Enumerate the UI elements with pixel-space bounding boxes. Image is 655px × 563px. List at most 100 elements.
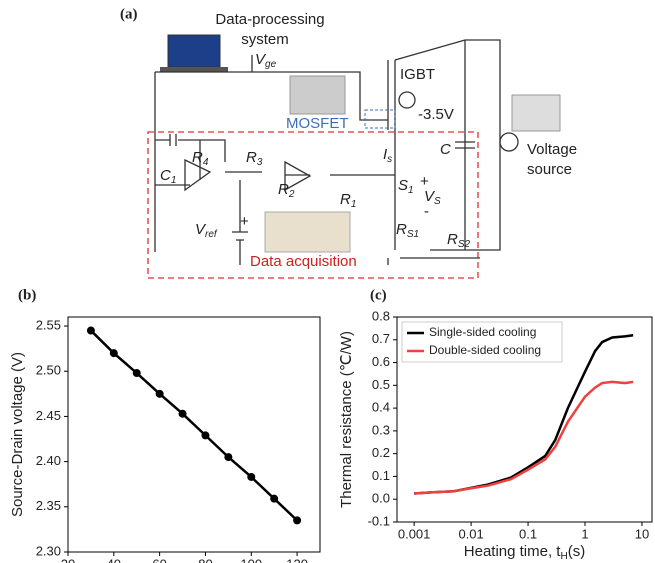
- r2-label-main: R: [278, 181, 289, 198]
- y-tick-label: 0.4: [372, 400, 390, 415]
- data-line: [414, 380, 634, 495]
- panel-label: (a): [120, 6, 138, 22]
- marker: [155, 389, 164, 398]
- laptop-base: [160, 67, 228, 72]
- x-tick-label: 0.1: [519, 526, 537, 541]
- s1-label-sub: 1: [408, 185, 414, 196]
- c1-label: C1: [160, 167, 176, 186]
- y-tick-label: 2.55: [36, 317, 61, 332]
- y-tick-label: 2.50: [36, 363, 61, 378]
- marker: [293, 516, 302, 525]
- x-tick-label: 20: [61, 556, 75, 563]
- source-label: Voltage: [527, 141, 577, 158]
- x-tick-label: 60: [152, 556, 166, 563]
- x-tick-label: 120: [286, 556, 308, 563]
- source: [499, 132, 519, 152]
- vs-label-main: V: [424, 188, 436, 205]
- y-axis-label: Thermal resistance (℃/W): [338, 331, 355, 508]
- marker: [201, 431, 210, 440]
- y-tick-label: 0.3: [372, 422, 390, 437]
- r3-label-main: R: [246, 149, 257, 166]
- vref-label-sub: ref: [205, 229, 218, 240]
- vge-label-main: V: [255, 51, 267, 68]
- marker: [132, 369, 141, 378]
- plus: +: [240, 213, 249, 230]
- circuit: (a) Data-processing system IGBT -3.5V MO…: [120, 6, 577, 279]
- gate-voltage: -3.5V: [418, 106, 454, 123]
- y-axis-label: Source-Drain voltage (V): [9, 352, 26, 517]
- igbt-photo: [289, 75, 346, 115]
- y-tick-label: 0.1: [372, 468, 390, 483]
- r4-label-main: R: [192, 149, 203, 166]
- is-label-main: I: [383, 146, 387, 163]
- is-label: Is: [383, 146, 392, 165]
- marker: [247, 472, 256, 481]
- daq-label: Data acquisition: [250, 253, 357, 270]
- r1-label: R1: [340, 191, 356, 210]
- vs-label: VS: [424, 188, 441, 207]
- r1-label-sub: 1: [351, 199, 357, 210]
- rs1-label-sub: S1: [407, 229, 419, 240]
- x-tick-label: 80: [198, 556, 212, 563]
- x-axis-label-sub: H: [560, 551, 567, 562]
- x-axis-label-main: Heating time, t: [464, 543, 562, 560]
- y-tick-label: 0.0: [372, 491, 390, 506]
- rs2-label: RS2: [447, 231, 471, 250]
- is-label-sub: s: [387, 154, 392, 165]
- wire: [387, 39, 501, 265]
- rs1-label: RS1: [396, 221, 419, 240]
- x-tick-label: 0.01: [458, 526, 483, 541]
- acquisition-box: [147, 131, 479, 279]
- vref-label-main: V: [195, 221, 207, 238]
- panel-label: (c): [370, 287, 387, 303]
- x-tick-label: 100: [240, 556, 262, 563]
- marker: [270, 494, 279, 503]
- system-label: system: [241, 31, 289, 48]
- y-tick-label: 0.5: [372, 377, 390, 392]
- panel-label: (b): [18, 287, 36, 303]
- capacitor: [169, 134, 475, 149]
- s1-label-main: S: [398, 177, 408, 194]
- r2-label: R2: [278, 181, 295, 200]
- supply-photo: [511, 94, 561, 132]
- r4-label-sub: 4: [203, 157, 209, 168]
- marker: [224, 453, 233, 462]
- c-label: C: [440, 141, 451, 158]
- legend-label: Double-sided cooling: [429, 343, 541, 357]
- legend-label: Single-sided cooling: [429, 325, 536, 339]
- r4-label: R4: [192, 149, 209, 168]
- plot-frame: [396, 316, 653, 523]
- vge-label-sub: ge: [265, 59, 277, 70]
- wire: [155, 139, 395, 186]
- opamp: [184, 158, 312, 192]
- vs-label-sub: S: [434, 196, 441, 207]
- y-tick-label: 2.45: [36, 408, 61, 423]
- y-tick-label: 0.6: [372, 354, 390, 369]
- plot-frame: [67, 316, 321, 553]
- mosfet-box: [364, 109, 396, 129]
- x-tick-label: 40: [107, 556, 121, 563]
- y-tick-label: 2.35: [36, 498, 61, 513]
- r3-label: R3: [246, 149, 263, 168]
- y-tick-label: -0.1: [368, 513, 390, 528]
- y-tick-label: 0.8: [372, 308, 390, 323]
- x-tick-label: 10: [635, 526, 649, 541]
- x-axis-label: Heating time, tH(s): [464, 543, 585, 562]
- wire: [154, 55, 388, 252]
- igbt-label: IGBT: [400, 66, 435, 83]
- marker: [178, 409, 187, 418]
- battery: [232, 180, 248, 265]
- legend-box: [401, 321, 563, 363]
- vref-label: Vref: [195, 221, 218, 240]
- r1-label-main: R: [340, 191, 351, 208]
- x-axis-label-end: (s): [568, 543, 586, 560]
- y-tick-label: 0.7: [372, 331, 390, 346]
- x-tick-label: 1: [581, 526, 588, 541]
- system-label: Data-processing: [215, 11, 324, 28]
- c1-label-main: C: [160, 167, 171, 184]
- mosfet-label: MOSFET: [286, 115, 349, 132]
- daq-photo: [264, 211, 351, 253]
- rs2-label-main: R: [447, 231, 458, 248]
- y-tick-label: 0.2: [372, 445, 390, 460]
